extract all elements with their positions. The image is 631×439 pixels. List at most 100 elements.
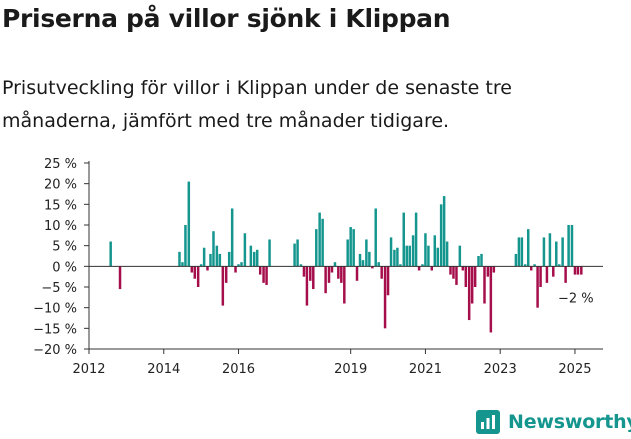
bar [467,266,471,321]
bar [430,266,434,271]
bar [315,229,318,267]
bar [318,212,321,267]
bar [252,251,256,267]
x-tick-label: 2025 [558,362,591,377]
bar [526,229,530,267]
bar [343,266,346,304]
bar [330,266,334,273]
y-tick-label: −20 % [33,343,77,358]
x-axis: 2012 2014 2016 2019 2021 2023 2025 [72,348,603,377]
x-tick-label: 2023 [484,362,517,377]
bar [399,264,402,267]
bar [445,241,449,267]
bar [340,266,343,283]
bar [383,266,387,329]
bar [486,266,490,277]
bar [358,253,362,267]
chart-subtitle: Prisutveckling för villor i Klippan unde… [2,77,512,132]
bar [461,266,465,271]
bar [365,239,368,267]
bar [477,256,480,267]
y-tick-label: −5 % [41,281,77,296]
bar [533,264,536,267]
bar [545,266,549,283]
bar [193,266,197,279]
y-tick-label: 20 % [44,178,77,193]
bar [371,266,374,269]
bar [265,266,268,285]
bar [349,227,352,267]
bar [190,266,194,273]
bar [262,266,265,283]
bar [529,266,533,271]
bar [324,266,327,294]
bar [361,260,365,267]
bar [327,266,331,283]
bar [293,243,296,267]
bar [524,264,527,267]
bar [184,225,187,267]
y-tick-label: 15 % [44,198,77,213]
bar [442,196,446,267]
bar [181,262,184,267]
bar [312,266,315,290]
bar [374,208,377,267]
bar [234,266,237,273]
bar [202,247,206,267]
bar [470,266,474,304]
bar [199,264,203,267]
bar [240,262,243,267]
y-tick-label: 0 % [52,260,77,275]
bar [455,266,458,285]
bar [464,266,468,287]
y-tick-label: 5 % [52,240,77,255]
bar [452,266,455,279]
bar [309,266,312,281]
bar [436,247,440,267]
bar [221,266,225,306]
bar [552,266,555,277]
bar [564,266,567,283]
brand-name: Newsworthy [508,411,631,433]
bar [580,266,583,275]
bar [427,245,430,267]
bar [439,204,443,267]
x-tick-label: 2016 [222,362,255,377]
bar [268,239,271,267]
latest-value-label: −2 % [558,292,594,307]
bar [227,251,231,267]
bar [492,266,496,273]
bar [377,262,380,267]
bar [206,266,209,271]
chart-title: Priserna på villor sjönk i Klippan [2,4,451,33]
annotations: −2 % [558,292,594,307]
bar [196,266,200,287]
bar [352,229,355,267]
bar [480,253,483,267]
bar [389,237,393,267]
x-tick-label: 2021 [409,362,442,377]
bar [255,249,259,267]
bar [258,266,262,275]
bar [449,266,452,275]
bar [555,241,558,267]
bar [567,225,570,267]
bar [187,181,191,267]
bar [215,245,219,267]
bar-chart: 25 % 20 % 15 % 10 % 5 % 0 % −5 % −10 % −15 % −20 … [33,157,603,377]
bar [380,266,383,279]
y-axis: 25 % 20 % 15 % 10 % 5 % 0 % −5 % −10 % −15 % −20 … [33,157,90,358]
bar [355,266,359,281]
bar [411,235,415,267]
bar [483,266,486,304]
bar [573,266,577,275]
bar [458,245,462,267]
bar [386,266,390,296]
bar [230,208,234,267]
bar [243,233,247,267]
bar [321,218,324,267]
newsworthy-logo: Newsworthy [476,406,631,438]
bar [333,262,337,267]
bar [576,266,580,275]
bar [302,266,306,277]
